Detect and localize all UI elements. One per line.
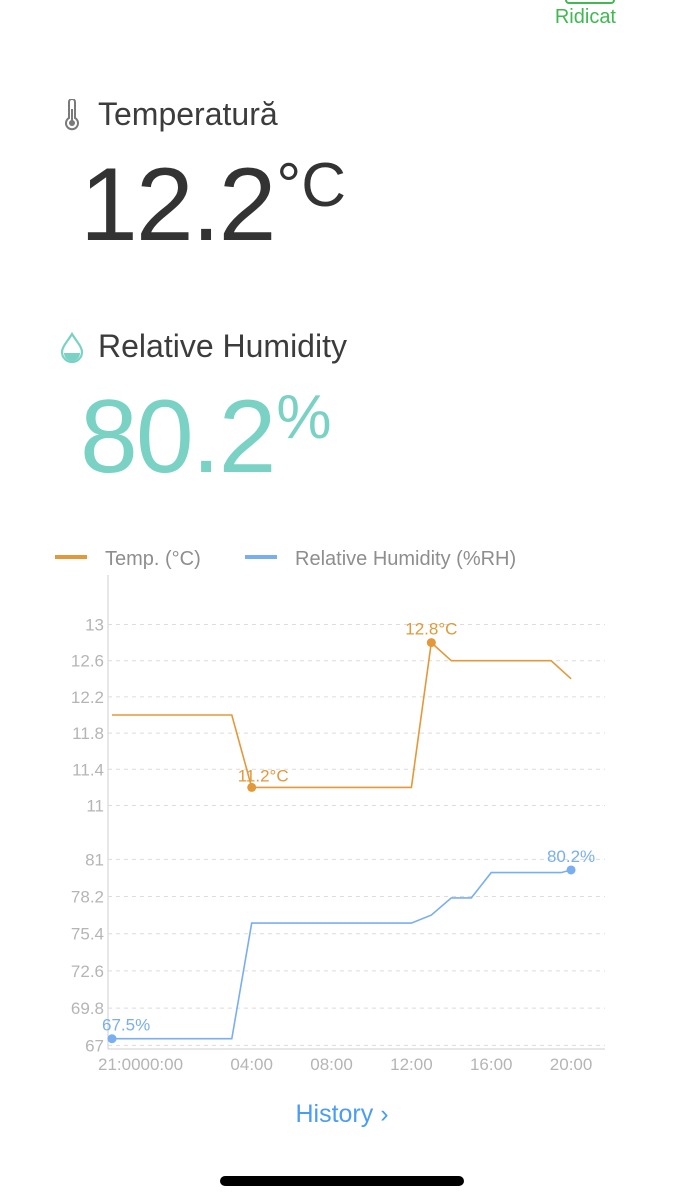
thermometer-icon — [60, 98, 84, 132]
temperature-value: 12.2 — [80, 147, 276, 263]
humidity-unit: % — [276, 383, 332, 452]
history-link[interactable]: History › — [295, 1100, 389, 1128]
y-tick-label: 12.6 — [71, 652, 104, 671]
home-indicator[interactable] — [220, 1176, 464, 1186]
history-chart: Temp. (°C) Relative Humidity (%RH) 11 11.4 1… — [55, 548, 605, 1074]
data-point — [566, 865, 576, 875]
status-bar-icon — [564, 0, 615, 4]
humidity-title: Relative Humidity — [98, 328, 347, 364]
status-label: Ridicat — [554, 6, 616, 28]
x-tick-label: 20:00 — [550, 1055, 593, 1074]
y-tick-label: 67 — [85, 1036, 104, 1055]
x-tick-label: 12:00 — [390, 1055, 433, 1074]
legend-label: Temp. (°C) — [105, 548, 201, 570]
y-tick-label: 12.2 — [71, 688, 104, 707]
humidity-header: Relative Humidity — [60, 328, 347, 365]
temperature-reading: 12.2 °C — [80, 150, 346, 260]
series-line — [112, 640, 572, 789]
y-tick-label: 75.4 — [71, 925, 104, 944]
temperature-header: Temperatură — [60, 96, 278, 133]
humidity-reading: 80.2 % — [80, 382, 332, 492]
data-point — [107, 1034, 117, 1044]
temperature-title: Temperatură — [98, 96, 278, 132]
x-tick-label: 04:00 — [230, 1055, 273, 1074]
status-indicator: Ridicat — [554, 0, 616, 29]
y-tick-label: 11.8 — [72, 724, 104, 743]
data-point — [426, 638, 436, 648]
y-tick-label: 11 — [86, 796, 104, 815]
temperature-unit: °C — [276, 151, 346, 220]
y-tick-label: 69.8 — [71, 999, 104, 1018]
data-label: 11.2°C — [238, 766, 289, 785]
y-tick-label: 81 — [85, 850, 104, 869]
x-tick-label: 08:00 — [310, 1055, 353, 1074]
y-tick-label: 78.2 — [71, 888, 104, 907]
y-tick-label: 11.4 — [72, 760, 104, 779]
x-tick-label: 16:00 — [470, 1055, 513, 1074]
legend-label: Relative Humidity (%RH) — [295, 548, 516, 570]
series-line — [112, 869, 572, 1040]
data-point — [247, 782, 257, 792]
water-drop-icon — [60, 330, 84, 364]
y-tick-label: 13 — [85, 616, 104, 635]
data-label: 80.2% — [547, 847, 595, 866]
data-label: 12.8°C — [405, 620, 457, 639]
y-tick-label: 72.6 — [71, 962, 104, 981]
humidity-value: 80.2 — [80, 379, 276, 495]
data-label: 67.5% — [102, 1016, 150, 1035]
x-tick-label: 21:0000:00 — [98, 1055, 183, 1074]
